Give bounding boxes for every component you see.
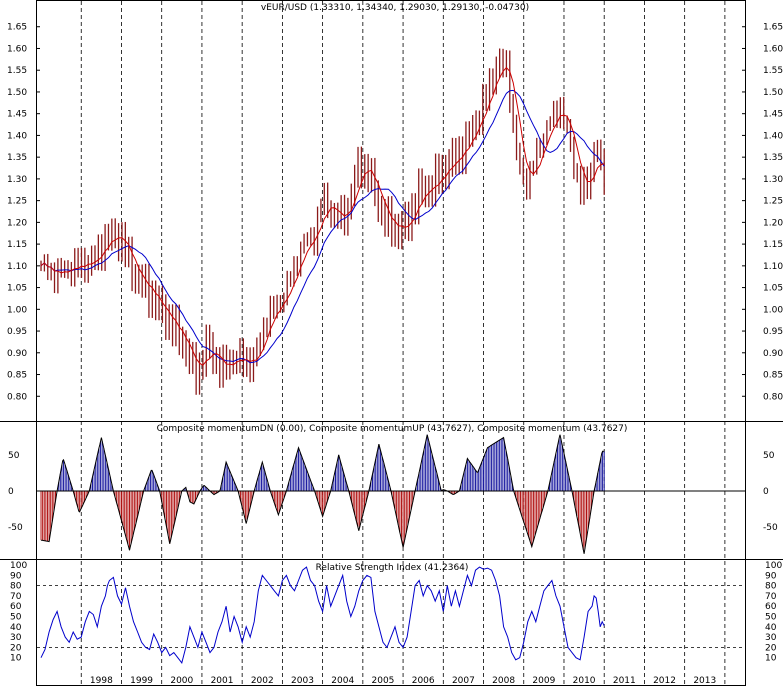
price-bars (40, 48, 605, 395)
year-label: 2012 (653, 676, 676, 686)
year-label: 2000 (170, 676, 193, 686)
price-tick-label-right: 1.65 (763, 23, 783, 33)
rsi-tick-label-left: 90 (10, 571, 22, 581)
rsi-tick-label-right: 100 (765, 561, 782, 571)
rsi-tick-label-right: 90 (765, 571, 777, 581)
year-label: 2003 (291, 676, 314, 686)
rsi-tick-label-left: 10 (10, 654, 22, 664)
rsi-title: Relative Strength Index (41.2364) (316, 563, 469, 573)
rsi-tick-label-right: 60 (765, 602, 777, 612)
price-tick-label-left: 1.20 (7, 218, 27, 228)
price-tick-label-left: 1.05 (7, 284, 27, 294)
x-axis-year-labels: 1998 1999 2000 2001 2002 2003 2004 2005 2006 2007… (90, 676, 716, 686)
price-tick-label-left: 1.35 (7, 153, 27, 163)
price-yticks-left: 0.80 0.85 0.90 0.95 1.00 1.05 1.10 1.15 1.20 1.25… (7, 23, 40, 402)
rsi-tick-label-right: 40 (765, 623, 777, 633)
year-label: 2008 (492, 676, 515, 686)
price-yticks-right: 0.80 0.85 0.90 0.95 1.00 1.05 1.10 1.15 1.20 1.25… (742, 23, 783, 402)
rsi-tick-label-right: 10 (765, 654, 777, 664)
momentum-yticks: -50 -50 0 0 50 50 (8, 451, 778, 533)
price-tick-label-left: 1.10 (7, 262, 27, 272)
price-tick-label-left: 1.30 (7, 175, 27, 185)
momentum-tick-label-right: 0 (763, 487, 769, 497)
price-tick-label-left: 1.00 (7, 305, 27, 315)
price-tick-label-right: 1.05 (763, 284, 783, 294)
price-tick-label-right: 1.00 (763, 305, 783, 315)
momentum-line (40, 434, 605, 554)
price-tick-label-left: 1.45 (7, 110, 27, 120)
rsi-tick-label-left: 50 (10, 613, 22, 623)
price-tick-label-left: 1.60 (7, 44, 27, 54)
momentum-bars (40, 434, 605, 551)
year-label: 2010 (573, 676, 596, 686)
price-tick-label-left: 1.65 (7, 23, 27, 33)
price-tick-label-left: 1.55 (7, 66, 27, 76)
price-tick-label-left: 0.95 (7, 327, 27, 337)
price-tick-label-right: 0.80 (763, 392, 783, 402)
price-tick-label-right: 1.55 (763, 66, 783, 76)
price-title: vEUR/USD (1.33310, 1.34340, 1.29030, 1.2… (261, 3, 529, 13)
price-tick-label-right: 1.45 (763, 110, 783, 120)
price-tick-label-right: 0.90 (763, 349, 783, 359)
rsi-tick-label-right: 70 (765, 592, 777, 602)
rsi-line (40, 566, 605, 665)
year-label: 2001 (211, 676, 234, 686)
long-moving-average-line (40, 89, 605, 364)
price-tick-label-right: 1.35 (763, 153, 783, 163)
price-panel: 0.80 0.85 0.90 0.95 1.00 1.05 1.10 1.15 1.20 1.25… (7, 3, 783, 402)
rsi-tick-label-left: 80 (10, 582, 22, 592)
momentum-panel: -50 -50 0 0 50 50 Composite momentumDN (0.00)… (8, 424, 778, 554)
rsi-tick-label-left: 30 (10, 633, 22, 643)
rsi-tick-label-right: 20 (765, 643, 777, 653)
year-label: 2007 (452, 676, 475, 686)
chart-frame (36, 0, 746, 686)
price-tick-label-right: 1.25 (763, 197, 783, 207)
price-tick-label-left: 1.40 (7, 131, 27, 141)
price-tick-label-right: 1.15 (763, 240, 783, 250)
rsi-tick-label-right: 80 (765, 582, 777, 592)
momentum-tick-label-right: -50 (763, 523, 778, 533)
year-label: 2013 (693, 676, 716, 686)
year-label: 2004 (331, 676, 354, 686)
year-label: 2006 (412, 676, 435, 686)
rsi-tick-label-right: 30 (765, 633, 777, 643)
momentum-tick-label-left: 0 (8, 487, 14, 497)
price-tick-label-right: 0.85 (763, 371, 783, 381)
momentum-tick-label-left: 50 (8, 451, 20, 461)
momentum-tick-label-left: -50 (8, 523, 23, 533)
gridlines (80, 1, 726, 685)
rsi-tick-label-left: 20 (10, 643, 22, 653)
rsi-tick-label-right: 50 (765, 613, 777, 623)
year-label: 1998 (90, 676, 113, 686)
momentum-tick-label-right: 50 (763, 451, 775, 461)
rsi-tick-label-left: 60 (10, 602, 22, 612)
rsi-tick-label-left: 40 (10, 623, 22, 633)
year-label: 2002 (251, 676, 274, 686)
price-tick-label-right: 1.60 (763, 44, 783, 54)
momentum-title: Composite momentumDN (0.00), Composite m… (157, 424, 628, 434)
price-tick-label-left: 0.80 (7, 392, 27, 402)
price-tick-label-right: 1.40 (763, 131, 783, 141)
price-tick-label-right: 1.50 (763, 88, 783, 98)
year-label: 2011 (613, 676, 636, 686)
year-label: 2005 (372, 676, 395, 686)
price-tick-label-right: 1.20 (763, 218, 783, 228)
price-tick-label-left: 1.50 (7, 88, 27, 98)
rsi-tick-label-left: 70 (10, 592, 22, 602)
price-tick-label-left: 1.25 (7, 197, 27, 207)
short-moving-average-line (40, 66, 605, 366)
price-tick-label-right: 1.30 (763, 175, 783, 185)
year-label: 2009 (532, 676, 555, 686)
price-tick-label-left: 0.90 (7, 349, 27, 359)
price-tick-label-left: 1.15 (7, 240, 27, 250)
price-tick-label-left: 0.85 (7, 371, 27, 381)
price-tick-label-right: 1.10 (763, 262, 783, 272)
price-tick-label-right: 0.95 (763, 327, 783, 337)
rsi-tick-label-left: 100 (10, 561, 27, 571)
year-label: 1999 (130, 676, 153, 686)
rsi-reference-lines (37, 585, 745, 648)
